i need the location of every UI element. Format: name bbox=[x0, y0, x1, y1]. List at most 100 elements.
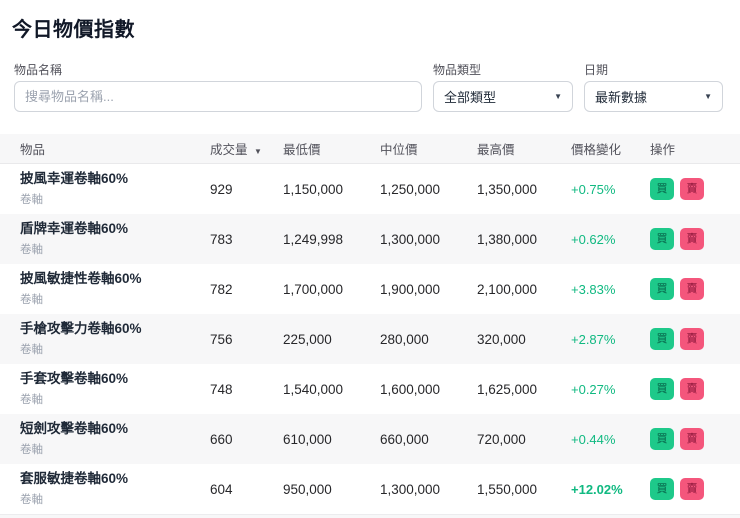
table-row: 披風敏捷性卷軸60% 卷軸 782 1,700,000 1,900,000 2,… bbox=[0, 264, 740, 314]
table-row: 手套攻擊卷軸60% 卷軸 748 1,540,000 1,600,000 1,6… bbox=[0, 364, 740, 414]
price-change-cell: +0.75% bbox=[571, 181, 616, 197]
header-volume-label: 成交量 bbox=[210, 143, 248, 157]
actions-cell: 買 賣 bbox=[650, 478, 720, 500]
high-price-cell: 720,000 bbox=[477, 431, 526, 447]
table-row: 短劍攻擊卷軸60% 卷軸 660 610,000 660,000 720,000… bbox=[0, 414, 740, 464]
item-name: 短劍攻擊卷軸60% bbox=[20, 421, 129, 437]
median-price-cell: 1,600,000 bbox=[380, 381, 441, 397]
actions-cell: 買 賣 bbox=[650, 328, 720, 350]
search-input[interactable] bbox=[14, 81, 422, 112]
item-name: 手套攻擊卷軸60% bbox=[20, 371, 129, 387]
sort-desc-icon: ▼ bbox=[254, 147, 262, 156]
high-price-cell: 1,350,000 bbox=[477, 181, 538, 197]
table-row: 套服敏捷卷軸60% 卷軸 604 950,000 1,300,000 1,550… bbox=[0, 464, 740, 514]
sell-button[interactable]: 賣 bbox=[680, 378, 704, 400]
item-type-select[interactable]: 全部類型 ▼ bbox=[433, 81, 573, 112]
page-title: 今日物價指數 bbox=[12, 19, 135, 41]
item-cell: 披風幸運卷軸60% 卷軸 bbox=[20, 171, 210, 207]
price-change-cell: +0.44% bbox=[571, 431, 616, 447]
sell-button[interactable]: 賣 bbox=[680, 228, 704, 250]
price-change-cell: +2.87% bbox=[571, 331, 616, 347]
table-row: 盾牌幸運卷軸60% 卷軸 783 1,249,998 1,300,000 1,3… bbox=[0, 214, 740, 264]
chevron-down-icon: ▼ bbox=[704, 92, 712, 101]
item-name-filter-label: 物品名稱 bbox=[14, 63, 63, 77]
filter-bar: 物品名稱 物品類型 全部類型 ▼ 日期 最新數據 ▼ bbox=[14, 63, 730, 112]
item-name: 套服敏捷卷軸60% bbox=[20, 471, 129, 487]
item-cell: 盾牌幸運卷軸60% 卷軸 bbox=[20, 221, 210, 257]
date-select[interactable]: 最新數據 ▼ bbox=[584, 81, 723, 112]
header-change: 價格變化 bbox=[571, 143, 622, 157]
volume-cell: 660 bbox=[210, 431, 233, 447]
item-category: 卷軸 bbox=[20, 343, 43, 356]
volume-cell: 929 bbox=[210, 181, 233, 197]
price-table: 物品 成交量 ▼ 最低價 中位價 最高價 價格變化 操作 披風幸運卷軸60% 卷… bbox=[0, 134, 740, 518]
item-category: 卷軸 bbox=[20, 243, 43, 256]
item-category: 卷軸 bbox=[20, 393, 43, 406]
item-cell: 手套攻擊卷軸60% 卷軸 bbox=[20, 371, 210, 407]
table-row: 手槍攻擊力卷軸60% 卷軸 756 225,000 280,000 320,00… bbox=[0, 314, 740, 364]
item-type-selected-value: 全部類型 bbox=[444, 90, 497, 105]
item-cell: 披風敏捷性卷軸60% 卷軸 bbox=[20, 271, 210, 307]
high-price-cell: 2,100,000 bbox=[477, 281, 538, 297]
header-volume[interactable]: 成交量 ▼ bbox=[210, 139, 283, 158]
table-header: 物品 成交量 ▼ 最低價 中位價 最高價 價格變化 操作 bbox=[0, 134, 740, 164]
buy-button[interactable]: 買 bbox=[650, 328, 674, 350]
high-price-cell: 1,625,000 bbox=[477, 381, 538, 397]
sell-button[interactable]: 賣 bbox=[680, 178, 704, 200]
item-type-filter: 物品類型 全部類型 ▼ bbox=[433, 63, 573, 112]
item-name: 手槍攻擊力卷軸60% bbox=[20, 321, 142, 337]
sell-button[interactable]: 賣 bbox=[680, 428, 704, 450]
price-change-cell: +3.83% bbox=[571, 281, 616, 297]
price-change-cell: +0.27% bbox=[571, 381, 616, 397]
volume-cell: 756 bbox=[210, 331, 233, 347]
item-category: 卷軸 bbox=[20, 193, 43, 206]
actions-cell: 買 賣 bbox=[650, 278, 720, 300]
price-change-cell: +0.62% bbox=[571, 231, 616, 247]
low-price-cell: 1,150,000 bbox=[283, 181, 344, 197]
buy-button[interactable]: 買 bbox=[650, 428, 674, 450]
actions-cell: 買 賣 bbox=[650, 178, 720, 200]
low-price-cell: 1,700,000 bbox=[283, 281, 344, 297]
table-body: 披風幸運卷軸60% 卷軸 929 1,150,000 1,250,000 1,3… bbox=[0, 164, 740, 514]
low-price-cell: 610,000 bbox=[283, 431, 332, 447]
buy-button[interactable]: 買 bbox=[650, 278, 674, 300]
actions-cell: 買 賣 bbox=[650, 228, 720, 250]
median-price-cell: 660,000 bbox=[380, 431, 429, 447]
item-name: 盾牌幸運卷軸60% bbox=[20, 221, 129, 237]
volume-cell: 748 bbox=[210, 381, 233, 397]
sell-button[interactable]: 賣 bbox=[680, 278, 704, 300]
item-type-filter-label: 物品類型 bbox=[433, 63, 482, 77]
low-price-cell: 1,249,998 bbox=[283, 231, 344, 247]
actions-cell: 買 賣 bbox=[650, 428, 720, 450]
low-price-cell: 950,000 bbox=[283, 481, 332, 497]
median-price-cell: 1,300,000 bbox=[380, 231, 441, 247]
item-cell: 手槍攻擊力卷軸60% 卷軸 bbox=[20, 321, 210, 357]
sell-button[interactable]: 賣 bbox=[680, 478, 704, 500]
median-price-cell: 1,250,000 bbox=[380, 181, 441, 197]
header-item: 物品 bbox=[20, 143, 46, 157]
header-median: 中位價 bbox=[380, 143, 418, 157]
sell-button[interactable]: 賣 bbox=[680, 328, 704, 350]
buy-button[interactable]: 買 bbox=[650, 478, 674, 500]
header-low: 最低價 bbox=[283, 143, 321, 157]
buy-button[interactable]: 買 bbox=[650, 378, 674, 400]
high-price-cell: 1,550,000 bbox=[477, 481, 538, 497]
price-change-cell: +12.02% bbox=[571, 481, 623, 497]
item-name: 披風幸運卷軸60% bbox=[20, 171, 129, 187]
high-price-cell: 1,380,000 bbox=[477, 231, 538, 247]
item-cell: 短劍攻擊卷軸60% 卷軸 bbox=[20, 421, 210, 457]
date-filter-label: 日期 bbox=[584, 63, 609, 77]
median-price-cell: 1,900,000 bbox=[380, 281, 441, 297]
item-category: 卷軸 bbox=[20, 293, 43, 306]
volume-cell: 782 bbox=[210, 281, 233, 297]
high-price-cell: 320,000 bbox=[477, 331, 526, 347]
date-filter: 日期 最新數據 ▼ bbox=[584, 63, 723, 112]
item-category: 卷軸 bbox=[20, 443, 43, 456]
item-cell: 套服敏捷卷軸60% 卷軸 bbox=[20, 471, 210, 507]
low-price-cell: 225,000 bbox=[283, 331, 332, 347]
table-row: 披風幸運卷軸60% 卷軸 929 1,150,000 1,250,000 1,3… bbox=[0, 164, 740, 214]
median-price-cell: 1,300,000 bbox=[380, 481, 441, 497]
buy-button[interactable]: 買 bbox=[650, 228, 674, 250]
buy-button[interactable]: 買 bbox=[650, 178, 674, 200]
actions-cell: 買 賣 bbox=[650, 378, 720, 400]
